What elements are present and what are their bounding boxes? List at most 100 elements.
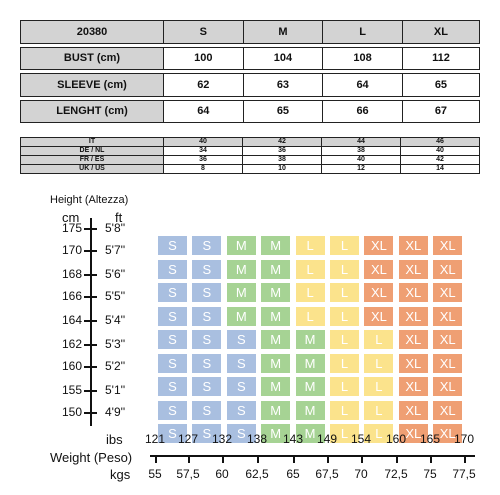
size-cell: XL <box>364 306 394 326</box>
size-cell: M <box>226 259 256 279</box>
table-cell: 64 <box>163 99 244 123</box>
table-row: FR / ES 36 38 40 42 <box>20 155 480 165</box>
size-cell: M <box>261 424 291 443</box>
size-cell: XL <box>398 377 428 396</box>
size-cell: L <box>364 400 394 420</box>
size-cell: M <box>295 353 325 373</box>
table-row: IT 40 42 44 46 <box>20 137 480 147</box>
size-cell: L <box>330 353 359 373</box>
height-cm-label: 150 <box>61 405 82 419</box>
table-row: DE / NL 34 36 38 40 <box>20 146 480 156</box>
size-cell: XL <box>433 330 463 349</box>
size-cell: L <box>330 400 359 420</box>
size-cell: XL <box>433 377 463 396</box>
size-cell: XL <box>433 259 463 279</box>
table-cell: 40 <box>321 155 401 165</box>
size-cell: XL <box>398 353 428 373</box>
size-cell: M <box>261 377 291 396</box>
height-tick <box>84 274 97 276</box>
lbs-value: 165 <box>419 432 441 446</box>
size-table-header-row: 20380 S M L XL <box>20 20 481 44</box>
size-cell: M <box>295 400 325 420</box>
weight-tick <box>327 455 329 463</box>
row-label-length: LENGHT (cm) <box>20 99 164 123</box>
height-ft-label: 4'9'' <box>105 405 126 419</box>
kgs-value: 55 <box>148 467 162 481</box>
height-ft-label: 5'1'' <box>105 383 126 397</box>
height-tick <box>84 344 97 346</box>
weight-axis-line <box>150 455 475 457</box>
row-label-uk-us: UK / US <box>20 164 164 174</box>
lbs-value: 154 <box>350 432 372 446</box>
size-cell: S <box>226 330 256 349</box>
table-cell: 12 <box>321 164 401 174</box>
size-cell: S <box>226 424 256 443</box>
table-cell: 42 <box>242 137 322 147</box>
kgs-value: 60 <box>215 467 229 481</box>
kgs-value: 65 <box>286 467 300 481</box>
table-cell: 112 <box>401 46 481 70</box>
size-cell: S <box>192 236 222 255</box>
height-cm-label: 164 <box>61 313 82 327</box>
height-cm-label: 160 <box>61 359 82 373</box>
height-ft-label: 5'4'' <box>105 313 126 327</box>
size-cell: M <box>261 259 291 279</box>
table-cell: 100 <box>163 46 244 70</box>
size-cell: XL <box>364 283 394 302</box>
size-cell: M <box>226 306 256 326</box>
height-tick <box>84 228 97 230</box>
size-cell: L <box>295 306 325 326</box>
height-tick <box>84 296 97 298</box>
size-cell: XL <box>398 424 428 443</box>
size-cell: L <box>364 330 394 349</box>
table-cell: 38 <box>242 155 322 165</box>
weight-tick <box>188 455 190 463</box>
size-cell: XL <box>433 424 463 443</box>
height-tick <box>84 366 97 368</box>
size-cell: XL <box>398 306 428 326</box>
size-cell: XL <box>433 283 463 302</box>
lbs-value: 160 <box>385 432 407 446</box>
size-cell: XL <box>398 330 428 349</box>
weight-tick <box>222 455 224 463</box>
kgs-value: 67,5 <box>315 467 339 481</box>
size-cell: XL <box>433 236 463 255</box>
height-tick <box>84 412 97 414</box>
size-header-xl: XL <box>401 20 481 44</box>
size-cell: S <box>226 353 256 373</box>
table-row: LENGHT (cm) 64 65 66 67 <box>20 99 481 123</box>
size-cell: S <box>158 306 187 326</box>
size-cell: S <box>158 400 187 420</box>
size-cell: S <box>158 377 187 396</box>
row-label-de-nl: DE / NL <box>20 146 164 156</box>
size-cell: L <box>330 283 359 302</box>
height-cm-label: 168 <box>61 267 82 281</box>
size-cell: S <box>192 353 222 373</box>
size-cell: M <box>261 330 291 349</box>
size-cell: XL <box>433 400 463 420</box>
height-tick <box>84 390 97 392</box>
size-cell: L <box>330 306 359 326</box>
table-cell: 104 <box>242 46 324 70</box>
height-cm-label: 162 <box>61 337 82 351</box>
size-cell: S <box>158 283 187 302</box>
table-cell: 63 <box>242 73 324 97</box>
size-cell: M <box>295 377 325 396</box>
size-cell: M <box>261 306 291 326</box>
size-cell: M <box>261 353 291 373</box>
kgs-value: 72,5 <box>384 467 408 481</box>
table-cell: 65 <box>242 99 324 123</box>
cm-unit-label: cm <box>62 210 80 225</box>
size-cell: M <box>261 236 291 255</box>
size-cell: XL <box>398 259 428 279</box>
height-cm-label: 166 <box>61 289 82 303</box>
table-cell: 67 <box>401 99 481 123</box>
kgs-value: 62,5 <box>245 467 269 481</box>
weight-tick <box>257 455 259 463</box>
weight-tick <box>361 455 363 463</box>
height-ft-label: 5'6'' <box>105 267 126 281</box>
height-ft-label: 5'2'' <box>105 359 126 373</box>
weight-tick <box>155 455 157 463</box>
lbs-value: 170 <box>453 432 475 446</box>
size-cell: L <box>330 377 359 396</box>
